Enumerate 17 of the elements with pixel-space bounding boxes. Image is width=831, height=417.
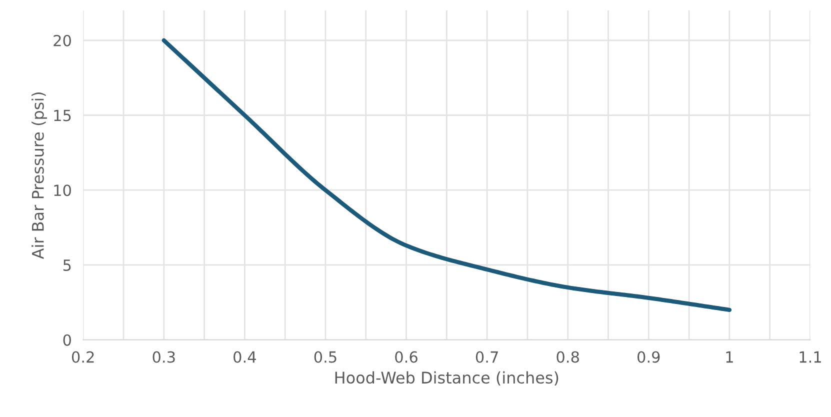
y-axis-title: Air Bar Pressure (psi) [32, 92, 47, 260]
x-tick-label: 0.3 [152, 351, 175, 363]
x-tick-label: 0.2 [72, 351, 94, 363]
y-tick-label: 15 [54, 110, 71, 122]
x-tick-label: 0.6 [395, 351, 418, 363]
y-tick-label: 0 [63, 334, 71, 346]
x-tick-label: 1.1 [800, 351, 821, 363]
x-tick-label: 0.9 [638, 351, 660, 363]
x-tick-label: 0.8 [556, 351, 579, 363]
x-tick-label: 0.5 [314, 351, 336, 363]
y-tick-label: 10 [54, 184, 71, 196]
y-tick-label: 5 [63, 260, 71, 272]
x-tick-label: 0.7 [476, 351, 498, 363]
x-axis-title: Hood-Web Distance (inches) [335, 371, 558, 386]
x-tick-label: 1 [726, 351, 733, 363]
y-tick-label: 20 [54, 34, 71, 46]
x-tick-label: 0.4 [234, 351, 256, 363]
